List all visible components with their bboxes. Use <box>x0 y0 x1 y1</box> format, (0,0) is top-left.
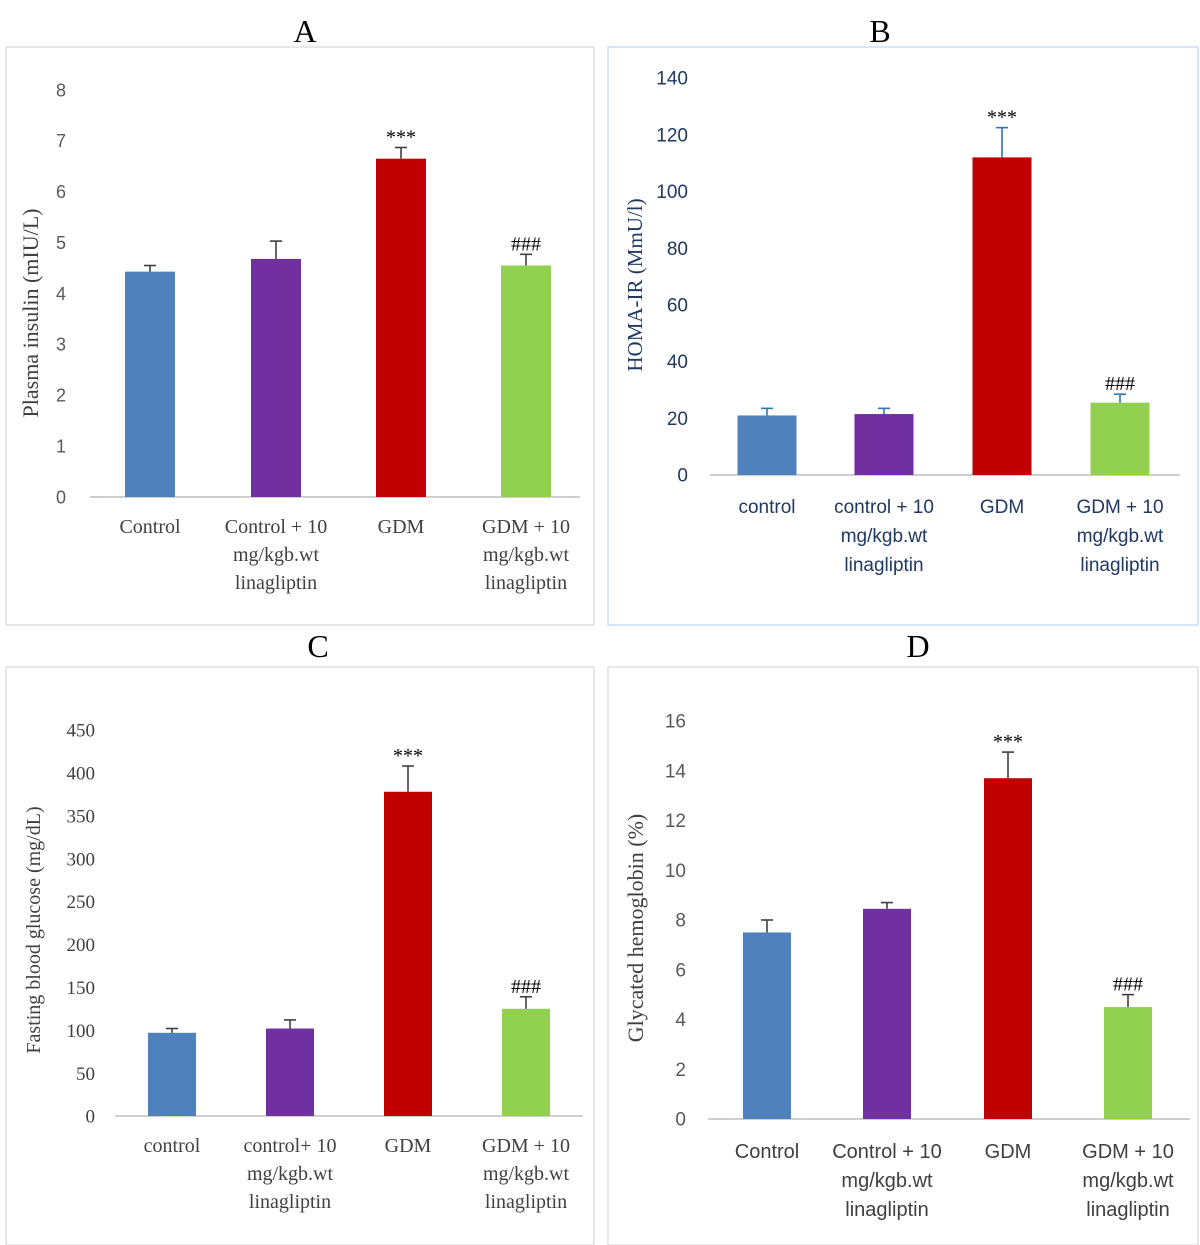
panel-c: C 0 50 100 150 200 250 300 350 400 450 Fasting bloo… <box>23 628 583 1213</box>
panel-letter: D <box>906 628 929 664</box>
bar <box>737 415 797 475</box>
x-tick-label: Control <box>119 516 181 538</box>
bar <box>1104 1007 1152 1119</box>
y-tick-label: 350 <box>67 806 96 827</box>
bar <box>384 791 432 1116</box>
y-tick-label: 250 <box>67 892 96 913</box>
bar <box>854 414 914 475</box>
x-tick-label: GDM <box>985 1141 1032 1163</box>
y-tick-label: 0 <box>675 1110 686 1131</box>
y-tick-label: 4 <box>675 1010 686 1031</box>
bar <box>502 1008 550 1116</box>
y-axis-label: Plasma insulin (mIU/L) <box>18 209 43 418</box>
y-tick-label: 4 <box>56 284 66 304</box>
panel-c-border <box>5 666 595 1245</box>
significance-mark: *** <box>393 745 423 767</box>
y-tick-label: 300 <box>67 849 96 870</box>
x-tick-label: Control <box>735 1141 799 1163</box>
significance-mark: ### <box>511 976 541 998</box>
x-tick-label: GDM + 10 mg/kgb.wt linagliptin <box>482 516 570 594</box>
significance-mark: *** <box>386 126 416 148</box>
y-tick-label: 7 <box>56 131 66 151</box>
y-tick-label: 40 <box>667 352 688 373</box>
significance-mark: *** <box>987 107 1017 129</box>
x-tick-label: control <box>144 1135 201 1157</box>
bar <box>1090 402 1150 475</box>
panel-b: B 0 20 40 60 80 100 120 140 HOMA-IR (MmU/l) contro… <box>623 13 1180 576</box>
significance-mark: ### <box>1105 373 1135 395</box>
x-tick-label: GDM <box>385 1135 432 1157</box>
y-tick-label: 80 <box>667 239 688 260</box>
panel-letter: C <box>307 628 328 664</box>
bar <box>251 258 301 497</box>
y-tick-label: 140 <box>656 69 688 90</box>
y-axis-label: HOMA-IR (MmU/l) <box>623 198 647 371</box>
panel-a-border <box>5 46 595 626</box>
y-tick-label: 8 <box>675 911 686 932</box>
y-tick-label: 0 <box>56 487 66 507</box>
bar <box>148 1032 196 1116</box>
y-tick-label: 400 <box>67 764 96 785</box>
y-tick-label: 150 <box>67 978 96 999</box>
y-tick-label: 6 <box>56 182 66 202</box>
y-tick-label: 3 <box>56 335 66 355</box>
panel-d: D 0 2 4 6 8 10 12 14 16 Glycated hemoglobin (%) Con… <box>623 628 1190 1221</box>
y-tick-label: 120 <box>656 125 688 146</box>
bar <box>984 778 1032 1119</box>
y-tick-label: 2 <box>56 386 66 406</box>
bar <box>376 158 426 497</box>
y-tick-label: 100 <box>656 182 688 203</box>
bar <box>501 265 551 497</box>
x-tick-label: Control + 10 mg/kgb.wt linagliptin <box>832 1141 942 1221</box>
y-tick-label: 0 <box>86 1107 96 1128</box>
x-tick-label: GDM <box>378 516 425 538</box>
x-tick-label: Control + 10 mg/kgb.wt linagliptin <box>225 516 327 594</box>
panel-b-border <box>607 46 1199 626</box>
bar <box>743 932 791 1119</box>
y-tick-label: 450 <box>67 721 96 742</box>
x-tick-label: GDM + 10 mg/kgb.wt linagliptin <box>1082 1141 1174 1221</box>
y-tick-label: 10 <box>665 861 686 882</box>
panel-d-border <box>607 666 1199 1245</box>
x-tick-label: GDM + 10 mg/kgb.wt linagliptin <box>482 1135 570 1213</box>
y-tick-label: 16 <box>665 712 686 733</box>
y-tick-label: 100 <box>67 1021 96 1042</box>
y-tick-label: 60 <box>667 296 688 317</box>
bar <box>125 271 175 497</box>
panel-letter: B <box>869 13 890 49</box>
bar <box>972 157 1032 475</box>
significance-mark: ### <box>1113 974 1143 996</box>
bar <box>266 1028 314 1116</box>
y-axis-label: Glycated hemoglobin (%) <box>623 814 648 1043</box>
x-tick-label: GDM <box>980 497 1024 518</box>
y-tick-label: 12 <box>665 811 686 832</box>
y-tick-label: 20 <box>667 409 688 430</box>
y-tick-label: 0 <box>677 466 688 487</box>
y-tick-label: 50 <box>76 1064 95 1085</box>
significance-mark: *** <box>993 731 1023 753</box>
x-tick-label: control <box>738 497 795 518</box>
x-tick-label: GDM + 10 mg/kgb.wt linagliptin <box>1076 497 1164 576</box>
x-tick-label: control + 10 mg/kgb.wt linagliptin <box>834 497 934 576</box>
significance-mark: ### <box>511 233 541 255</box>
y-tick-label: 200 <box>67 935 96 956</box>
y-tick-label: 2 <box>675 1060 686 1081</box>
y-tick-label: 8 <box>56 80 66 100</box>
bar <box>863 908 911 1119</box>
y-tick-label: 1 <box>56 436 66 456</box>
y-tick-label: 5 <box>56 233 66 253</box>
x-tick-label: control+ 10 mg/kgb.wt linagliptin <box>244 1135 337 1213</box>
panel-a: A 0 1 2 3 4 5 6 7 8 Plasma insulin (mIU/L) Control C… <box>18 13 580 594</box>
y-tick-label: 14 <box>665 761 687 782</box>
y-tick-label: 6 <box>675 960 686 981</box>
y-axis-label: Fasting blood glucose (mg/dL) <box>23 806 45 1053</box>
panel-letter: A <box>293 13 316 49</box>
